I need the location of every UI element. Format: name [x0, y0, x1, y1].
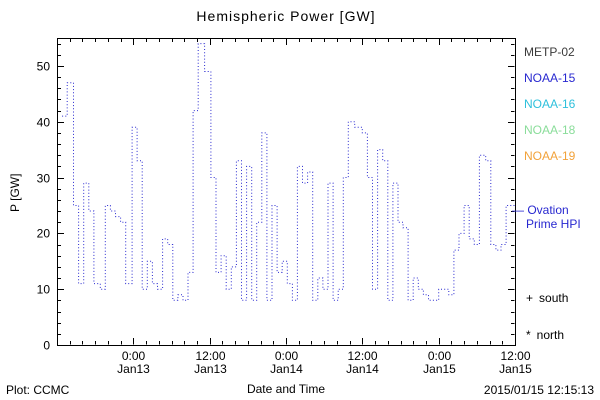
- south-marker-label: south: [539, 291, 569, 305]
- legend-item-metp-02: METP-02: [524, 45, 575, 59]
- x-tick-date-label: Jan13: [117, 362, 150, 376]
- satellite-legend: METP-02 NOAA-15 NOAA-16 NOAA-18 NOAA-19: [524, 39, 575, 169]
- y-tick-label: 40: [37, 116, 51, 130]
- legend-item-noaa-16: NOAA-16: [524, 97, 576, 111]
- ovation-label-line2: Prime HPI: [526, 217, 581, 231]
- hpi-step-line: [62, 43, 515, 301]
- x-tick-date-label: Jan14: [346, 362, 379, 376]
- south-marker-legend: + south: [526, 291, 568, 305]
- chart-title: Hemispheric Power [GW]: [196, 8, 376, 24]
- x-tick-time-label: 0:00: [428, 349, 452, 363]
- legend-item-noaa-15: NOAA-15: [524, 71, 576, 85]
- x-axis-label: Date and Time: [246, 382, 326, 396]
- x-tick-date-label: Jan14: [270, 362, 303, 376]
- y-tick-label: 0: [43, 339, 50, 353]
- y-axis-label: P [GW]: [8, 173, 22, 213]
- x-tick-date-label: Jan13: [194, 362, 227, 376]
- north-marker-legend: * north: [526, 328, 564, 342]
- y-tick-label: 50: [37, 60, 51, 74]
- x-tick-time-label: 12:00: [347, 349, 377, 363]
- asterisk-marker-icon: *: [526, 328, 531, 342]
- x-tick-time-label: 12:00: [195, 349, 225, 363]
- y-tick-label: 10: [37, 283, 51, 297]
- legend-item-noaa-18: NOAA-18: [524, 123, 576, 137]
- line-sample-dash: —: [512, 203, 524, 217]
- x-tick-time-label: 12:00: [500, 349, 530, 363]
- x-tick-date-label: Jan15: [423, 362, 456, 376]
- x-tick-time-label: 0:00: [122, 349, 146, 363]
- plus-marker-icon: +: [526, 291, 534, 305]
- x-tick-date-label: Jan15: [499, 362, 532, 376]
- x-tick-time-label: 0:00: [275, 349, 299, 363]
- legend-item-noaa-19: NOAA-19: [524, 149, 576, 163]
- north-marker-label: north: [536, 328, 565, 342]
- ovation-label-line1: Ovation: [527, 203, 569, 217]
- plot-credit: Plot: CCMC: [6, 383, 70, 397]
- ovation-prime-label: — Ovation Prime HPI: [512, 203, 581, 231]
- plot-timestamp: 2015/01/15 12:15:13: [483, 383, 594, 397]
- y-tick-label: 30: [37, 172, 51, 186]
- y-tick-label: 20: [37, 227, 51, 241]
